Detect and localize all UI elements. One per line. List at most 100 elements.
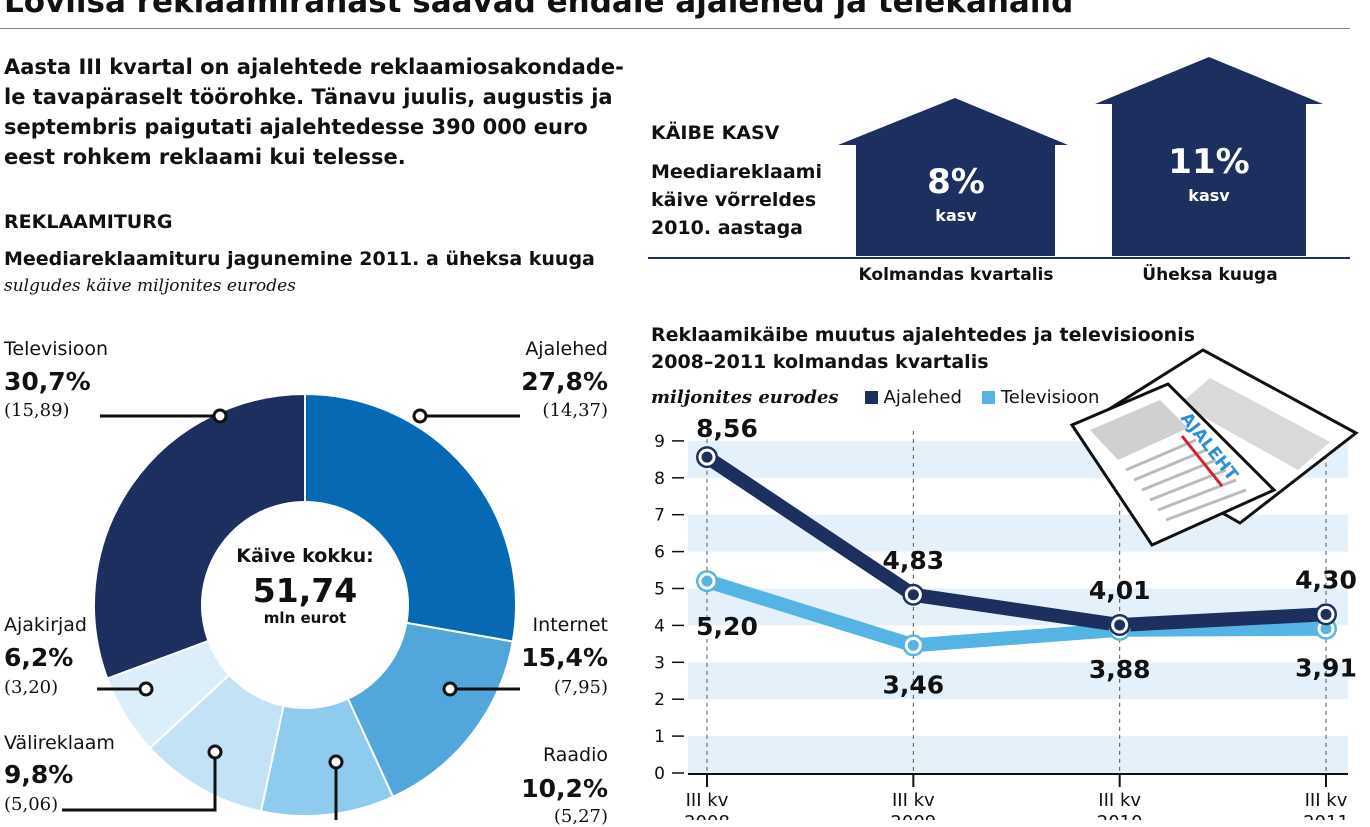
house-quarter-caption: Kolmandas kvartalis: [858, 265, 1054, 285]
y-tick-label: 1: [654, 727, 665, 747]
point-ajalehed: [698, 448, 716, 466]
value-label-ajalehed: 4,30: [1295, 565, 1357, 594]
market-chart-subtitle: sulgudes käive miljonites eurodes: [4, 276, 296, 296]
y-tick-label: 8: [654, 469, 665, 489]
donut-center-unit: mln eurot: [263, 609, 347, 627]
x-tick-label: 2009: [890, 812, 936, 820]
value-label-ajalehed: 4,83: [882, 546, 944, 575]
slice-pct-ajalehed: 27,8%: [521, 367, 608, 396]
y-tick-label: 9: [654, 432, 665, 452]
point-televisioon: [904, 636, 922, 654]
x-tick-label: III kv: [892, 790, 935, 811]
value-label-televisioon: 3,88: [1089, 655, 1151, 684]
donut-center-top: Käive kokku:: [236, 545, 374, 567]
y-tick-label: 6: [654, 543, 665, 563]
value-label-televisioon: 3,46: [882, 670, 944, 699]
slice-value-valireklaam: (5,06): [4, 794, 59, 815]
slice-value-ajalehed: (14,37): [542, 400, 608, 421]
legend-swatch-televisioon: [981, 390, 995, 404]
leader-dot-raadio: [328, 754, 344, 770]
house-ninemonths-value: 11%: [1168, 142, 1250, 182]
y-tick-label: 5: [654, 580, 665, 600]
house-ninemonths-text: 11% kasv: [1129, 142, 1289, 205]
legend-label-televisioon: Televisioon: [1000, 386, 1100, 408]
slice-label-raadio: Raadio: [542, 744, 608, 766]
y-tick-label: 0: [654, 764, 665, 784]
x-tick-label: III kv: [686, 790, 729, 811]
headline-rule: [0, 28, 1350, 29]
trend-title-line: Reklaamikäibe muutus ajalehtedes ja tele…: [651, 324, 1196, 346]
point-ajalehed: [904, 586, 922, 604]
series-line-ajalehed: [700, 450, 1333, 632]
point-ajalehed: [1317, 605, 1335, 623]
slice-pct-ajakirjad: 6,2%: [4, 643, 74, 672]
series-line-televisioon: [700, 574, 1333, 653]
leader-dot-televisioon: [212, 408, 228, 424]
y-tick-label: 4: [654, 616, 665, 636]
growth-description: Meediareklaami käive võrreldes 2010. aas…: [651, 158, 822, 242]
legend-swatch-ajalehed: [864, 390, 878, 404]
slice-value-televisioon: (15,89): [4, 400, 70, 421]
x-tick-label: III kv: [1098, 790, 1141, 811]
leader-line-välireklaam: [62, 752, 217, 812]
grid-band: [688, 662, 1348, 700]
intro-line: le tavapäraselt töörohke. Tänavu juulis,…: [4, 85, 613, 109]
headline: Loviisa reklaamiraha​st saavad endale aj…: [4, 0, 1074, 20]
x-tick-label: 2008: [684, 812, 730, 820]
slice-pct-valireklaam: 9,8%: [4, 760, 74, 789]
grid-band: [688, 514, 1348, 552]
line-chart-value-labels: 8,56 4,83 4,01 4,30 5,20 3,46 3,88 3,91: [696, 414, 1357, 699]
growth-desc-line: käive võrreldes: [651, 189, 817, 211]
trend-legend: miljonites eurodes Ajalehed Televisioon: [651, 385, 1099, 409]
house-ninemonths-shape: [1095, 57, 1323, 256]
slice-pct-televisioon: 30,7%: [4, 367, 91, 396]
house-quarter-shape: [838, 98, 1068, 256]
slice-label-ajakirjad: Ajakirjad: [4, 614, 87, 636]
growth-desc-line: Meediareklaami: [651, 161, 822, 183]
point-televisioon: [698, 572, 716, 590]
slice-pct-raadio: 10,2%: [521, 774, 608, 803]
x-tick-label: III kv: [1305, 790, 1348, 811]
growth-section-title: KÄIBE KASV: [651, 122, 780, 144]
leader-dot-ajalehed: [412, 408, 428, 424]
donut-center-label: Käive kokku: 51,74 mln eurot: [205, 545, 405, 627]
grid-band: [688, 736, 1348, 773]
value-label-televisioon: 3,91: [1295, 654, 1357, 683]
intro-paragraph: Aasta III kvartal on ajalehtede reklaami…: [4, 52, 624, 172]
point-ajalehed: [1111, 616, 1129, 634]
leader-dot-internet: [442, 681, 458, 697]
slice-label-valireklaam: Välireklaam: [4, 732, 115, 754]
house-ninemonths-word: kasv: [1188, 186, 1230, 205]
trend-title: Reklaamikäibe muutus ajalehtedes ja tele…: [651, 322, 1195, 376]
leader-dot-ajakirjad: [138, 681, 154, 697]
slice-label-televisioon: Televisioon: [4, 338, 109, 360]
newspaper-icon: AJALEHT: [1069, 348, 1359, 547]
house-quarter-text: 8% kasv: [876, 162, 1036, 225]
trend-title-line: 2008–2011 kolmandas kvartalis: [651, 351, 989, 373]
slice-label-ajalehed: Ajalehed: [525, 338, 608, 360]
slice-value-ajakirjad: (3,20): [4, 677, 59, 698]
slice-label-internet: Internet: [532, 614, 608, 636]
y-tick-label: 3: [654, 653, 665, 673]
value-label-televisioon: 5,20: [696, 612, 758, 641]
x-tick-label: 2010: [1097, 812, 1143, 820]
house-quarter-value: 8%: [927, 162, 985, 202]
trend-unit: miljonites eurodes: [651, 386, 839, 408]
x-tick-label: 2011: [1303, 812, 1349, 820]
intro-line: Aasta III kvartal on ajalehtede reklaami…: [4, 55, 624, 79]
line-chart-series: [696, 446, 1337, 657]
house-ninemonths-caption: Üheksa kuuga: [1142, 265, 1278, 285]
y-tick-label: 2: [654, 690, 665, 710]
market-chart-title: Meediareklaamituru jagunemine 2011. a üh…: [4, 248, 595, 270]
growth-desc-line: 2010. aastaga: [651, 217, 803, 239]
value-label-ajalehed: 4,01: [1089, 576, 1151, 605]
intro-line: septembris paigutati ajalehtedesse 390 0…: [4, 115, 588, 139]
leader-dot-välireklaam: [207, 744, 223, 760]
donut-center-value: 51,74: [252, 571, 358, 610]
donut-leader-lines: [62, 408, 520, 820]
y-tick-label: 7: [654, 506, 665, 526]
house-quarter-word: kasv: [935, 206, 977, 225]
